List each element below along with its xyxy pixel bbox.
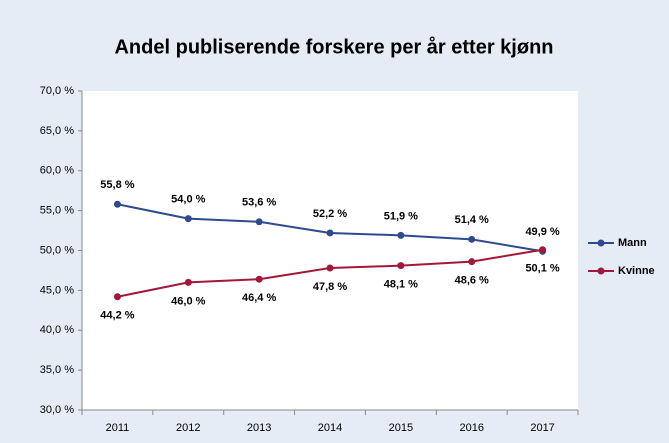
data-point bbox=[468, 258, 476, 266]
data-point bbox=[113, 200, 121, 208]
data-point bbox=[184, 278, 192, 286]
data-label: 48,1 % bbox=[384, 279, 418, 291]
y-tick-label: 50,0 % bbox=[40, 244, 74, 256]
y-tick-label: 35,0 % bbox=[40, 364, 74, 376]
data-point bbox=[113, 293, 121, 301]
x-tick-label: 2015 bbox=[389, 422, 413, 434]
y-tick-label: 60,0 % bbox=[40, 165, 74, 177]
chart-title: Andel publiserende forskere per år etter… bbox=[114, 35, 553, 58]
data-point bbox=[326, 229, 334, 237]
y-tick-label: 55,0 % bbox=[40, 205, 74, 217]
data-label: 54,0 % bbox=[171, 194, 205, 206]
data-label: 51,9 % bbox=[384, 210, 418, 222]
y-tick-label: 45,0 % bbox=[40, 284, 74, 296]
data-point bbox=[397, 262, 405, 270]
data-label: 46,4 % bbox=[242, 292, 276, 304]
legend-label: Kvinne bbox=[618, 265, 655, 277]
x-tick-label: 2012 bbox=[176, 422, 200, 434]
data-point bbox=[255, 275, 263, 283]
x-tick-label: 2011 bbox=[106, 422, 130, 434]
legend-label: Mann bbox=[618, 237, 647, 249]
x-tick-label: 2014 bbox=[318, 422, 342, 434]
x-tick-label: 2013 bbox=[247, 422, 271, 434]
y-tick-label: 70,0 % bbox=[40, 85, 74, 97]
data-point bbox=[397, 231, 405, 239]
data-label: 55,8 % bbox=[100, 179, 134, 191]
data-label: 48,6 % bbox=[455, 275, 489, 287]
data-label: 47,8 % bbox=[313, 281, 347, 293]
data-point bbox=[539, 246, 547, 254]
legend-marker bbox=[597, 267, 605, 275]
data-label: 49,9 % bbox=[525, 226, 559, 238]
legend-marker bbox=[597, 239, 605, 247]
data-label: 44,2 % bbox=[100, 310, 134, 322]
data-label: 50,1 % bbox=[525, 263, 559, 275]
data-label: 53,6 % bbox=[242, 197, 276, 209]
data-label: 46,0 % bbox=[171, 295, 205, 307]
data-point bbox=[255, 218, 263, 226]
x-tick-label: 2016 bbox=[459, 422, 483, 434]
y-tick-label: 40,0 % bbox=[40, 324, 74, 336]
data-label: 51,4 % bbox=[455, 214, 489, 226]
data-point bbox=[184, 215, 192, 223]
data-label: 52,2 % bbox=[313, 208, 347, 220]
x-tick-label: 2017 bbox=[530, 422, 554, 434]
y-tick-label: 65,0 % bbox=[40, 125, 74, 137]
data-point bbox=[326, 264, 334, 272]
data-point bbox=[468, 235, 476, 243]
y-tick-label: 30,0 % bbox=[40, 404, 74, 416]
plot-area bbox=[82, 91, 578, 410]
